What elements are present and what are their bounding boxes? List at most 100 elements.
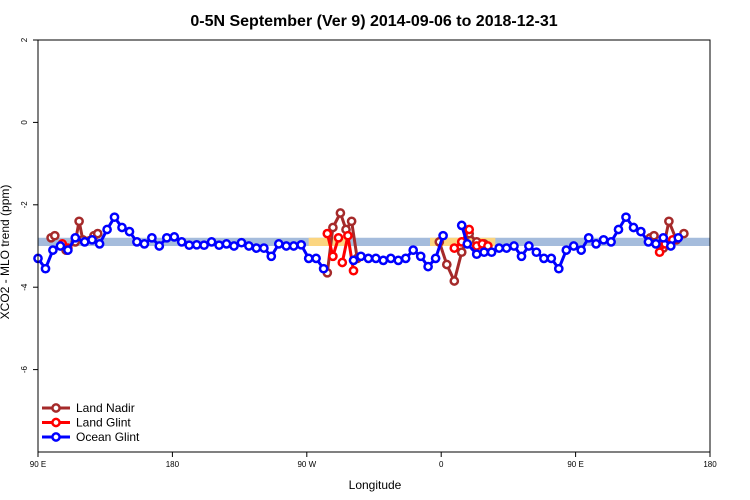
ocean-glint-point <box>651 239 661 249</box>
ocean-glint-point <box>184 240 195 251</box>
ocean-glint-point <box>606 237 616 247</box>
y-tick-label: -6 <box>20 365 29 373</box>
ocean-glint-point <box>303 253 314 264</box>
ocean-glint-point <box>206 237 217 247</box>
x-axis-label: Longitude <box>349 478 402 492</box>
y-tick-label: 0 <box>20 120 29 125</box>
ocean-glint-point <box>55 241 66 251</box>
x-tick-label: 180 <box>703 460 717 469</box>
ocean-glint-point <box>311 253 321 264</box>
legend-label: Land Nadir <box>76 401 135 415</box>
land-nadir-point <box>449 276 460 286</box>
ocean-glint-point <box>613 224 624 235</box>
ocean-glint-point <box>169 232 180 242</box>
ocean-glint-point <box>296 239 307 250</box>
ocean-glint-point <box>509 241 519 251</box>
ocean-glint-point <box>415 251 426 262</box>
ocean-glint-point <box>244 241 254 251</box>
ocean-glint-point <box>161 232 172 243</box>
land-glint-point <box>449 243 460 253</box>
ocean-glint-point <box>356 251 366 262</box>
ocean-glint-point <box>132 237 142 247</box>
land-nadir-point <box>441 259 452 270</box>
ocean-glint-point <box>591 239 601 249</box>
ocean-glint-point <box>486 247 497 258</box>
land-nadir-point <box>328 222 338 233</box>
legend-swatch-marker <box>51 417 61 428</box>
ocean-glint-point <box>251 243 262 253</box>
land-glint-point <box>464 224 475 235</box>
land-nadir-point <box>49 230 60 241</box>
ocean-glint-point <box>479 247 489 258</box>
ocean-glint-point <box>229 241 239 251</box>
y-tick-label: -2 <box>20 201 29 209</box>
legend-swatch-marker <box>51 403 61 413</box>
ocean-band <box>38 237 710 246</box>
ocean-glint-point <box>658 232 669 243</box>
ocean-glint-point <box>531 247 542 258</box>
ocean-glint-point <box>628 222 639 233</box>
ocean-glint-point <box>673 232 684 243</box>
land-nadir-point <box>74 216 84 227</box>
land-nadir-point <box>92 228 103 239</box>
ocean-glint-point <box>378 255 389 266</box>
ocean-glint-point <box>273 239 284 249</box>
ocean-glint-point <box>636 226 646 237</box>
land-glint-point <box>337 257 348 268</box>
chart-title: 0-5N September (Ver 9) 2014-09-06 to 201… <box>190 13 557 30</box>
ocean-glint-point <box>393 255 404 266</box>
ocean-glint-point <box>516 251 527 262</box>
ocean-glint-point <box>598 234 609 245</box>
y-axis: 2 0 -2 -4 -6 <box>20 37 38 373</box>
ocean-glint-point <box>266 251 277 262</box>
x-tick-label: 90 E <box>30 460 46 469</box>
ocean-glint-point <box>109 212 120 223</box>
y-tick-label: 2 <box>20 37 29 42</box>
series-layer <box>33 208 689 286</box>
land-glint-point <box>333 232 344 243</box>
ocean-glint-point <box>371 253 381 264</box>
ocean-glint-point <box>154 241 165 251</box>
ocean-glint-point <box>501 243 512 253</box>
y-axis-label: XCO2 - MLO trend (ppm) <box>0 185 12 320</box>
land-nadir-point <box>649 230 659 241</box>
ocean-glint-point <box>561 245 572 255</box>
ocean-glint-point <box>385 253 396 264</box>
ocean-glint-point <box>87 234 97 245</box>
land-nadir-point <box>335 208 346 218</box>
x-tick-label: 90 E <box>567 460 583 469</box>
x-tick-label: 90 W <box>297 460 316 469</box>
land-nadir-point <box>664 216 674 227</box>
ocean-glint-point <box>456 220 467 231</box>
ocean-glint-point <box>363 253 374 264</box>
ocean-glint-point <box>546 253 557 264</box>
ocean-glint-point <box>583 232 594 243</box>
x-tick-label: 0 <box>439 460 444 469</box>
ocean-glint-point <box>79 237 90 247</box>
ocean-glint-point <box>124 226 135 237</box>
ocean-glint-point <box>408 245 419 255</box>
ocean-glint-point <box>259 243 269 253</box>
ocean-glint-point <box>147 232 157 243</box>
ocean-glint-point <box>318 263 329 274</box>
land-glint-point <box>328 251 338 262</box>
plot-frame <box>37 39 711 453</box>
ocean-glint-point <box>621 212 631 223</box>
ocean-glint-point <box>70 232 81 243</box>
legend-item-land-nadir: Land Nadir <box>42 401 135 415</box>
ocean-glint-point <box>423 261 433 272</box>
ocean-glint-point <box>576 245 587 255</box>
land-glint-point <box>348 265 359 276</box>
land-nadir-point <box>346 216 357 227</box>
ocean-glint-point <box>430 253 441 264</box>
ocean-glint-point <box>643 237 654 247</box>
land-glint-point <box>654 247 665 258</box>
ocean-glint-point <box>63 245 73 255</box>
ocean-glint-point <box>400 253 411 264</box>
legend-item-land-glint: Land Glint <box>42 416 131 430</box>
ocean-glint-point <box>221 239 232 249</box>
ocean-glint-point <box>438 230 448 241</box>
ocean-glint-point <box>176 237 187 247</box>
x-tick-label: 180 <box>166 460 180 469</box>
legend-item-ocean-glint: Ocean Glint <box>42 430 140 444</box>
